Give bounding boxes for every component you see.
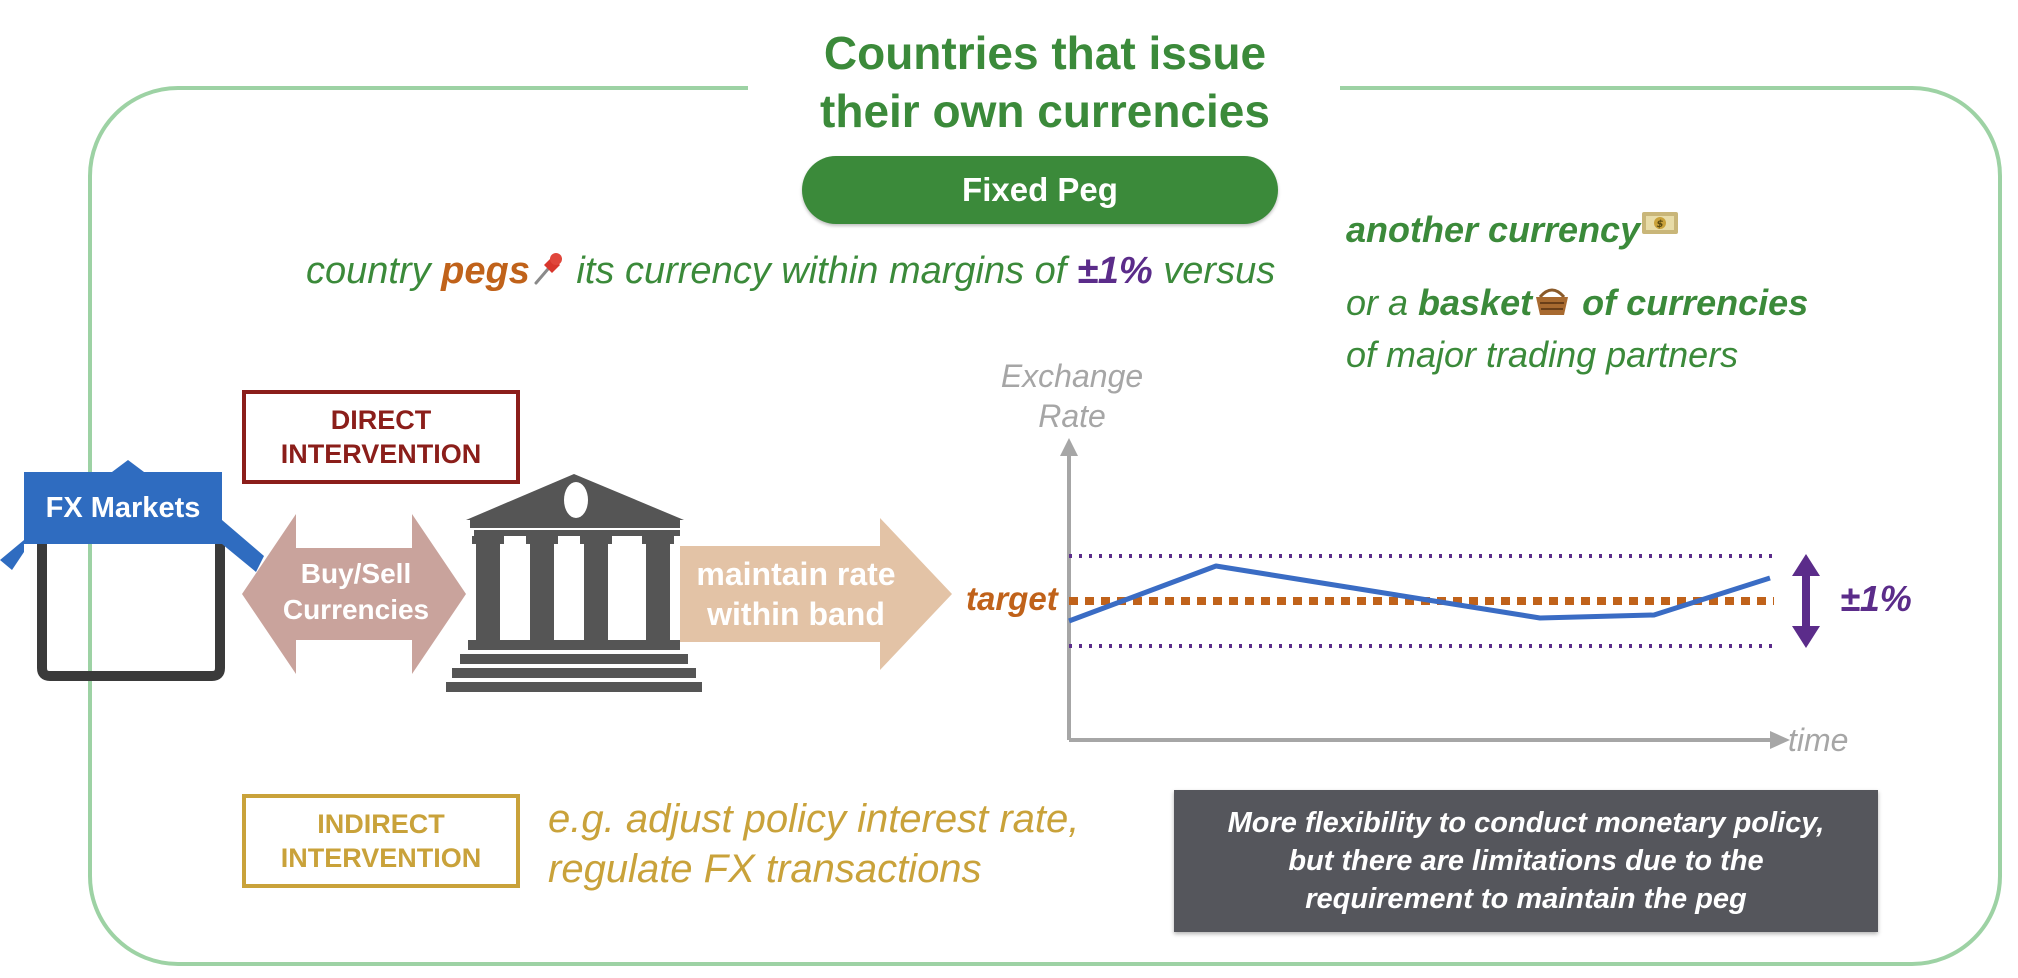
maintain-arrow [680, 518, 952, 670]
y-axis-label-1: Exchange [1000, 358, 1144, 394]
x-axis-label: time [1788, 722, 1849, 758]
note-line-3: requirement to maintain the peg [1305, 883, 1747, 915]
definition-part-2: its currency within margins of [565, 250, 1077, 292]
y-axis-label: Exchange Rate [974, 356, 1170, 436]
option1-text: another currency [1346, 209, 1641, 250]
fx-markets-left-tab [0, 540, 24, 570]
indirect-line-1: INDIRECT [317, 809, 445, 839]
fx-markets-label: FX Markets [24, 472, 222, 544]
margin-value: ±1% [1076, 250, 1153, 292]
chart-axes [1067, 452, 1774, 742]
option2-suffix: of currencies [1572, 282, 1809, 323]
maintain-text: maintain rate within band [680, 554, 912, 634]
note-box: More flexibility to conduct monetary pol… [1174, 790, 1878, 932]
fx-markets-frame [37, 530, 225, 681]
basket-icon [1536, 288, 1569, 315]
target-label: target [966, 580, 1058, 617]
fx-markets-right-tab [222, 520, 264, 572]
note-line-2: but there are limitations due to the [1288, 845, 1764, 877]
buy-sell-text: Buy/Sell Currencies [262, 556, 450, 628]
fx-markets-top-tab [112, 460, 144, 472]
x-axis-arrowhead [1770, 731, 1790, 749]
indirect-intervention-box: INDIRECT INTERVENTION [242, 794, 520, 888]
pushpin-icon [534, 253, 562, 285]
option-another-currency: another currency $ [1346, 208, 1680, 251]
option2-prefix: or a [1346, 282, 1419, 323]
buy-sell-line-1: Buy/Sell [300, 558, 412, 589]
indirect-examples: e.g. adjust policy interest rate, regula… [548, 794, 1079, 894]
title-mask [748, 60, 1340, 120]
direct-line-1: DIRECT [330, 405, 432, 435]
money-icon: $ [1642, 212, 1679, 234]
option-basket: or a basket of currencies [1346, 282, 1808, 324]
pegs-word: pegs [441, 250, 530, 292]
indirect-example-2: regulate FX transactions [548, 847, 982, 891]
band-label: ±1% [1840, 578, 1912, 619]
basket-word: basket [1418, 282, 1533, 323]
svg-text:$: $ [1657, 219, 1664, 230]
indirect-example-1: e.g. adjust policy interest rate, [548, 797, 1080, 841]
title-line-1: Countries that issue [823, 27, 1267, 79]
regime-pill: Fixed Peg [802, 156, 1278, 224]
y-axis-label-2: Rate [1038, 398, 1106, 434]
definition-part-3: versus [1152, 250, 1276, 292]
note-line-1: More flexibility to conduct monetary pol… [1227, 807, 1825, 839]
maintain-line-2: within band [707, 596, 885, 632]
buy-sell-line-2: Currencies [282, 594, 430, 625]
direct-line-2: INTERVENTION [280, 439, 482, 469]
direct-intervention-box: DIRECT INTERVENTION [242, 390, 520, 484]
maintain-line-1: maintain rate [696, 556, 896, 592]
option2-line-2: of major trading partners [1346, 334, 1739, 375]
buy-sell-arrow [242, 514, 466, 674]
page-title: Countries that issue their own currencie… [700, 24, 1390, 140]
definition-text: country pegs its currency within margins… [306, 250, 1275, 293]
band-width-arrow [1792, 554, 1820, 648]
bank-building-icon [446, 474, 702, 692]
exchange-rate-line [1068, 563, 1771, 624]
definition-part-1: country [306, 250, 442, 292]
indirect-line-2: INTERVENTION [280, 843, 482, 873]
title-line-2: their own currencies [820, 85, 1270, 137]
y-axis-arrowhead [1060, 438, 1078, 456]
